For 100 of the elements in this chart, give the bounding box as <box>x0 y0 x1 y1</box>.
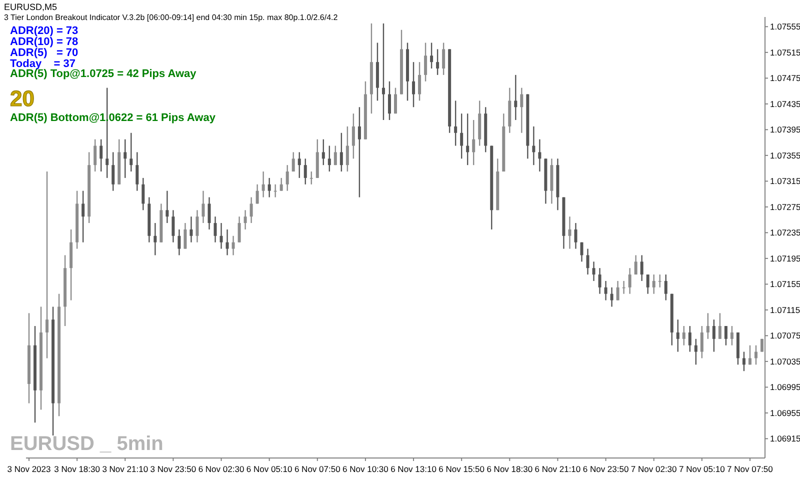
candlestick <box>412 61 416 108</box>
candlestick <box>220 222 223 250</box>
candlestick <box>82 190 85 243</box>
y-tick-label: 1.07475 <box>770 73 800 84</box>
x-tick-label: 3 Nov 18:30 <box>54 464 100 474</box>
candlestick <box>232 235 235 256</box>
y-tick-label: 1.06955 <box>770 408 800 418</box>
candlestick <box>136 152 139 192</box>
annotation: ADR(10) = 78 <box>10 36 78 48</box>
candlestick <box>382 22 385 121</box>
candlestick <box>94 138 97 172</box>
candlestick <box>580 242 584 262</box>
x-tick-label: 3 Nov 2023 <box>7 464 52 474</box>
candlestick <box>394 87 397 114</box>
candlestick <box>172 210 175 243</box>
candlestick <box>460 112 464 160</box>
candlestick <box>574 222 578 250</box>
candlestick <box>454 100 458 146</box>
candlestick <box>472 119 476 166</box>
y-tick-label: 1.06995 <box>770 382 800 392</box>
candlestick <box>124 138 127 179</box>
x-tick-label: 3 Nov 23:50 <box>150 464 196 474</box>
candlestick <box>154 222 157 256</box>
candlestick <box>532 126 536 166</box>
x-tick-label: 3 Nov 21:10 <box>102 464 148 474</box>
candlestick <box>628 267 632 294</box>
candlestick <box>340 132 343 172</box>
candlestick <box>328 145 331 172</box>
candlestick <box>262 170 265 198</box>
candlestick <box>664 274 668 301</box>
candlestick <box>430 42 434 70</box>
chart-title: EURUSD,M5 <box>4 2 58 12</box>
candlestick <box>46 170 49 359</box>
candlestick <box>592 261 596 282</box>
candlestick <box>256 184 259 204</box>
candlestick <box>304 158 307 185</box>
candlestick <box>226 228 229 256</box>
candlestick <box>538 138 542 172</box>
candlestick <box>604 280 608 301</box>
x-tick-label: 6 Nov 21:10 <box>534 464 581 474</box>
x-tick-label: 6 Nov 18:30 <box>486 464 533 474</box>
annotation: EURUSD _ 5min <box>10 433 164 455</box>
candlestick <box>388 80 391 121</box>
x-tick-label: 7 Nov 07:50 <box>727 464 774 474</box>
y-tick-label: 1.07195 <box>770 253 800 264</box>
y-tick-label: 1.07395 <box>770 124 800 135</box>
candlestick <box>652 274 656 294</box>
candlestick <box>268 177 271 198</box>
candlestick <box>754 344 758 366</box>
candlestick <box>514 74 518 121</box>
candlestick <box>202 190 205 224</box>
candlestick <box>190 216 193 243</box>
annotation: Today = 37 <box>10 58 76 70</box>
x-tick-label: 6 Nov 07:50 <box>294 464 341 474</box>
candlestick <box>142 177 145 211</box>
candlestick <box>280 177 283 192</box>
x-tick-label: 7 Nov 05:10 <box>678 464 726 474</box>
candlestick <box>682 325 686 346</box>
candlestick <box>298 152 301 179</box>
candlestick <box>238 216 241 243</box>
y-tick-label: 1.07155 <box>770 279 800 290</box>
x-tick-label: 6 Nov 05:10 <box>246 464 293 474</box>
candlestick <box>712 318 716 352</box>
candlestick <box>100 138 103 172</box>
candlestick <box>352 112 355 160</box>
candlestick <box>748 344 752 366</box>
candlestick <box>724 325 728 346</box>
candlestick <box>598 267 602 294</box>
candlestick <box>418 61 422 102</box>
candlestick <box>658 274 662 288</box>
candlestick <box>616 280 620 301</box>
y-tick-label: 1.07555 <box>770 22 800 32</box>
candlestick <box>646 274 650 294</box>
candlestick <box>442 42 446 76</box>
annotation: ADR(5) Top@1.0725 = 42 Pips Away <box>10 68 196 80</box>
y-tick-label: 1.07515 <box>770 47 800 58</box>
candlestick <box>292 152 295 172</box>
chart-subtitle: 3 Tier London Breakout Indicator V.3.2b [06:00-09:14] end 04:30 min 15p. max 80p.1.0/2.6/4.2 <box>4 13 338 22</box>
candlestick <box>466 112 470 166</box>
y-tick-label: 1.07035 <box>770 356 800 366</box>
candlestick <box>334 145 337 166</box>
candlestick <box>244 210 247 230</box>
candlestick <box>694 338 698 366</box>
y-tick-label: 1.07315 <box>770 176 800 186</box>
y-tick-label: 1.07075 <box>770 330 800 341</box>
x-tick-label: 6 Nov 23:50 <box>582 464 629 474</box>
y-tick-label: 1.07235 <box>770 228 800 238</box>
x-tick-label: 6 Nov 10:30 <box>342 464 389 474</box>
y-tick-label: 1.07435 <box>770 98 800 109</box>
candlestick <box>286 164 289 192</box>
candlestick <box>214 216 217 243</box>
candlestick <box>568 216 572 250</box>
candlestick <box>676 318 680 352</box>
y-tick-label: 1.07115 <box>770 304 800 315</box>
candlestick <box>634 254 638 276</box>
candlestick <box>166 190 169 224</box>
candlestick <box>250 196 253 224</box>
candlestick <box>730 325 734 346</box>
x-tick-label: 6 Nov 02:30 <box>198 464 244 474</box>
candlestick <box>640 254 644 282</box>
